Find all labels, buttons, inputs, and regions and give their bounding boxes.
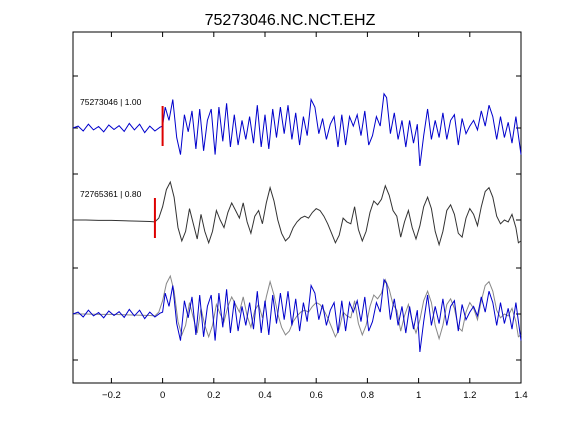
x-tick-label: −0.2: [102, 390, 121, 401]
x-tick-label: 1: [416, 390, 421, 401]
traces: [72, 92, 522, 353]
trace-labels: 75273046 | 1.00 72765361 | 0.80: [80, 97, 142, 199]
chart-title: 75273046.NC.NCT.EHZ: [205, 12, 376, 29]
trace-label: 72765361 | 0.80: [80, 189, 142, 199]
x-tick-label: 0.2: [207, 390, 220, 401]
x-tick-label: 0.4: [258, 390, 271, 401]
waveform-trace-0: [72, 92, 522, 167]
waveform-trace-1: [73, 180, 522, 247]
x-tick-label: 0.6: [310, 390, 323, 401]
x-tick-label: 0.8: [361, 390, 374, 401]
overlay-trace-3: [72, 278, 522, 353]
x-tick-label: 1.4: [514, 390, 527, 401]
x-tick-label: 0: [160, 390, 165, 401]
plot-area: [72, 31, 522, 384]
x-tick-label: 1.2: [463, 390, 476, 401]
trace-label: 75273046 | 1.00: [80, 97, 142, 107]
x-ticks: −0.2 0 0.2 0.4 0.6 0.8 1 1.2 1.4: [102, 32, 528, 401]
